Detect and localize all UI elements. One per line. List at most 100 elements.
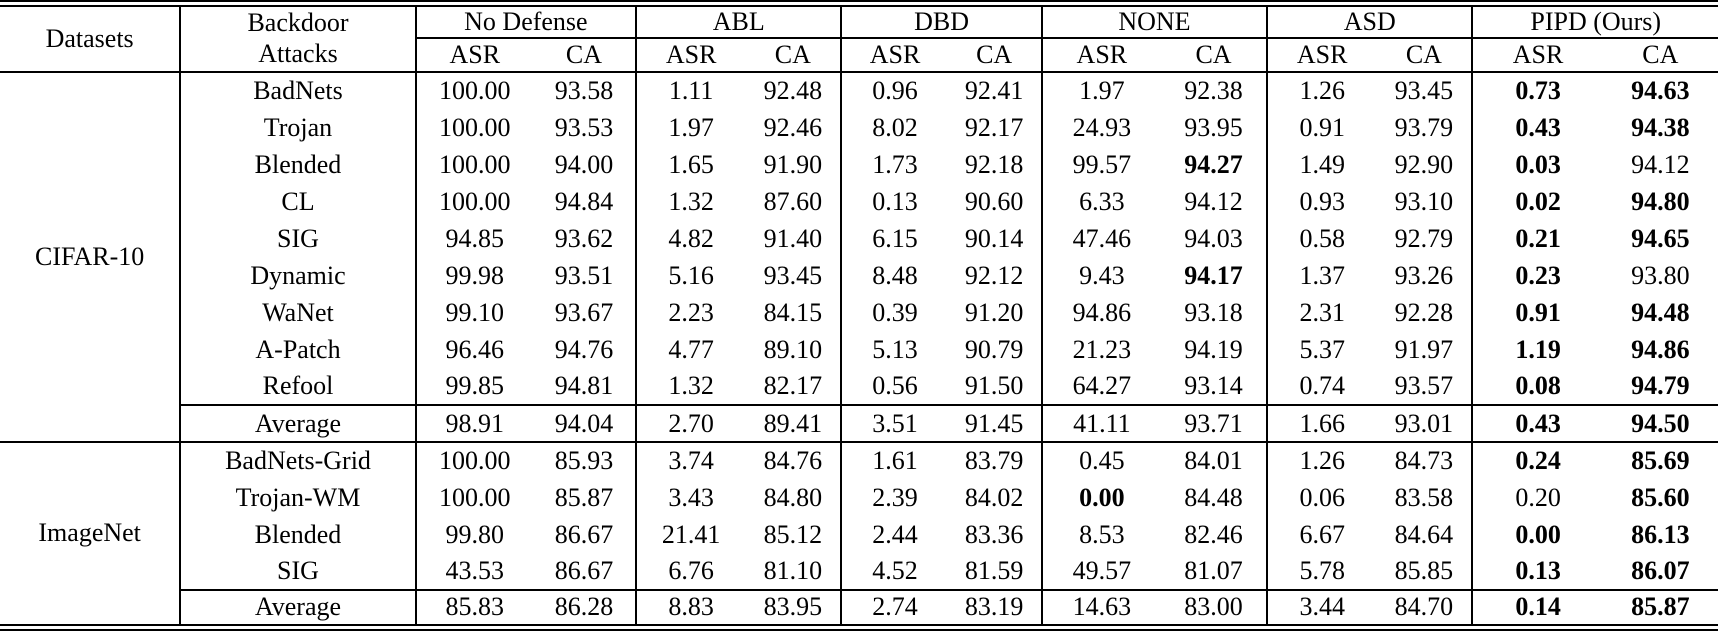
asr-value-cell: 99.57 xyxy=(1072,149,1132,179)
asr-value-cell: 0.06 xyxy=(1299,482,1345,512)
asr-value-cell: 99.98 xyxy=(445,260,505,290)
asr-value-cell: 2.70 xyxy=(636,404,746,442)
table-row: Blended 99.80 86.67 21.41 85.12 2.44 83.36 8.53… xyxy=(0,516,1718,553)
col-header-asr: ASR xyxy=(415,38,533,73)
asr-value-cell: 2.31 xyxy=(1299,297,1345,327)
ca-value-cell: 93.71 xyxy=(1160,404,1269,442)
ca-value-cell: 92.46 xyxy=(745,109,843,146)
ca-value-cell: 93.45 xyxy=(745,257,843,294)
attack-name-cell: A-Patch xyxy=(180,331,417,368)
ca-value-cell: 85.93 xyxy=(532,441,638,479)
ca-value-cell: 91.20 xyxy=(947,294,1043,331)
ca-value-cell: 84.01 xyxy=(1160,441,1269,479)
ca-value-cell: 93.58 xyxy=(532,72,638,109)
table-row: CL 100.00 94.84 1.32 87.60 0.13 90.60 6.33 94.12… xyxy=(0,183,1718,220)
attack-name-cell: SIG xyxy=(180,553,417,590)
ca-value-cell: 93.95 xyxy=(1160,109,1269,146)
backdoor-attacks-line1: Backdoor xyxy=(247,8,349,38)
asr-value-cell: 24.93 xyxy=(1072,112,1132,142)
asr-value-cell: 2.39 xyxy=(872,482,918,512)
ca-value-cell: 94.27 xyxy=(1160,146,1269,183)
asr-value-cell: 8.02 xyxy=(872,112,918,142)
asr-value-cell: 1.65 xyxy=(668,149,714,179)
ca-value-cell: 83.58 xyxy=(1376,479,1474,516)
asr-value-cell: 14.63 xyxy=(1041,589,1161,627)
ca-value-cell: 94.19 xyxy=(1160,331,1269,368)
asr-value-cell: 5.78 xyxy=(1299,556,1345,585)
ca-value-cell: 90.14 xyxy=(947,220,1043,257)
asr-value-cell: 9.43 xyxy=(1079,260,1125,290)
ca-value-cell: 83.00 xyxy=(1160,589,1269,627)
ca-value-cell: 94.84 xyxy=(532,183,638,220)
ca-value-cell: 94.79 xyxy=(1631,371,1690,400)
table-header: Datasets Backdoor Attacks No Defense ABL… xyxy=(0,3,1718,73)
asr-value-cell: 1.37 xyxy=(1299,260,1345,290)
asr-value-cell: 1.19 xyxy=(1515,334,1561,364)
asr-value-cell: 0.43 xyxy=(1515,112,1561,142)
ca-value-cell: 85.69 xyxy=(1602,441,1718,479)
asr-value-cell: 3.44 xyxy=(1267,589,1377,627)
ca-value-cell: 94.12 xyxy=(1631,149,1690,179)
ca-value-cell: 86.67 xyxy=(532,516,638,553)
asr-value-cell: 0.74 xyxy=(1299,371,1345,400)
attack-name-cell: Refool xyxy=(180,368,417,405)
ca-value-cell: 89.41 xyxy=(745,404,843,442)
col-header-ca: CA xyxy=(947,38,1043,73)
asr-value-cell: 0.58 xyxy=(1299,223,1345,253)
ca-value-cell: 93.18 xyxy=(1160,294,1269,331)
attack-name-cell: CL xyxy=(180,183,417,220)
table-row: SIG 43.53 86.67 6.76 81.10 4.52 81.59 49.57 81.0… xyxy=(0,553,1718,590)
ca-value-cell: 82.17 xyxy=(745,368,843,405)
ca-value-cell: 86.07 xyxy=(1631,556,1690,585)
col-header-ca: CA xyxy=(1376,38,1474,73)
attack-name-cell: Blended xyxy=(180,516,417,553)
ca-value-cell: 94.76 xyxy=(532,331,638,368)
asr-value-cell: 8.53 xyxy=(1079,519,1125,549)
col-header-ca: CA xyxy=(745,38,843,73)
asr-value-cell: 100.00 xyxy=(439,482,511,512)
ca-value-cell: 93.53 xyxy=(532,109,638,146)
table-row: Trojan-WM 100.00 85.87 3.43 84.80 2.39 84.02 0.… xyxy=(0,479,1718,516)
ca-value-cell: 83.79 xyxy=(947,441,1043,479)
asr-value-cell: 5.13 xyxy=(872,334,918,364)
col-group-asd: ASD xyxy=(1267,3,1474,39)
ca-value-cell: 85.87 xyxy=(532,479,638,516)
col-group-pipd-ours: PIPD (Ours) xyxy=(1472,3,1718,39)
asr-value-cell: 21.23 xyxy=(1072,334,1132,364)
ca-value-cell: 81.59 xyxy=(947,553,1043,590)
ca-value-cell: 83.36 xyxy=(947,516,1043,553)
attack-name-cell: Trojan-WM xyxy=(180,479,417,516)
attack-name-cell: BadNets xyxy=(180,72,417,109)
asr-value-cell: 100.00 xyxy=(415,441,533,479)
ca-value-cell: 84.80 xyxy=(745,479,843,516)
table-row: A-Patch 96.46 94.76 4.77 89.10 5.13 90.79 21.23… xyxy=(0,331,1718,368)
table-body: CIFAR-10 BadNets 100.00 93.58 1.11 92.48 0.96 9… xyxy=(0,72,1718,627)
col-header-asr: ASR xyxy=(1472,38,1603,73)
asr-value-cell: 2.74 xyxy=(841,589,948,627)
asr-value-cell: 0.24 xyxy=(1472,441,1603,479)
backdoor-attacks-line2: Attacks xyxy=(258,39,338,68)
ca-value-cell: 84.73 xyxy=(1376,441,1474,479)
asr-value-cell: 41.11 xyxy=(1041,404,1161,442)
col-group-dbd: DBD xyxy=(841,3,1043,39)
asr-value-cell: 100.00 xyxy=(439,76,511,105)
asr-value-cell: 99.80 xyxy=(445,519,505,549)
asr-value-cell: 0.21 xyxy=(1515,223,1561,253)
table-row: CIFAR-10 BadNets 100.00 93.58 1.11 92.48 0.96 9… xyxy=(0,72,1718,442)
ca-value-cell: 92.12 xyxy=(947,257,1043,294)
asr-value-cell: 6.15 xyxy=(872,223,918,253)
asr-value-cell: 0.43 xyxy=(1472,404,1603,442)
asr-value-cell: 6.33 xyxy=(1079,186,1125,216)
asr-value-cell: 43.53 xyxy=(445,556,505,585)
ca-value-cell: 94.50 xyxy=(1602,404,1718,442)
asr-value-cell: 0.02 xyxy=(1515,186,1561,216)
ca-value-cell: 92.28 xyxy=(1376,294,1474,331)
ca-value-cell: 93.26 xyxy=(1376,257,1474,294)
attack-name-cell: SIG xyxy=(180,220,417,257)
ca-value-cell: 93.79 xyxy=(1376,109,1474,146)
asr-value-cell: 99.10 xyxy=(445,297,505,327)
asr-value-cell: 0.23 xyxy=(1515,260,1561,290)
ca-value-cell: 93.10 xyxy=(1376,183,1474,220)
asr-value-cell: 3.43 xyxy=(668,482,714,512)
ca-value-cell: 92.41 xyxy=(947,72,1043,109)
